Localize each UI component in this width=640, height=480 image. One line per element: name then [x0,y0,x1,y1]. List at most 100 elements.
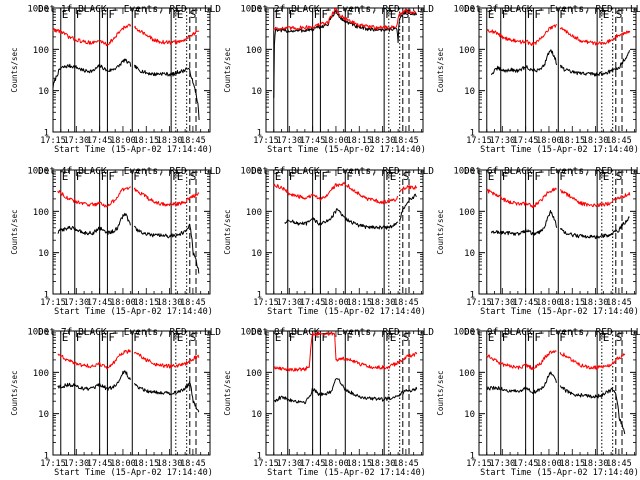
event-line-label: F [346,331,353,344]
y-axis-label: Counts/sec [436,370,445,415]
event-line-label: F [346,170,353,183]
panel-title: Det 6f BLACK = Events, RED = LLD [464,166,640,177]
y-axis-label: Counts/sec [436,47,445,92]
event-line-label: F [321,331,328,344]
y-tick-label: 1 [470,129,475,139]
y-tick-label: 1000 [240,5,262,15]
x-tick-label: 18:45 [606,459,632,469]
y-tick-label: 1000 [240,328,262,338]
dotted-line-label: E [603,331,610,344]
event-line-label: E [62,331,69,344]
y-tick-label: 100 [459,369,475,379]
event-line-label: F [314,331,321,344]
event-line-label: F [346,8,353,21]
dotted-line-label: E [390,331,397,344]
y-tick-label: 100 [459,208,475,218]
lld-series-line [57,349,200,370]
detector-panel-9: Det 9f BLACK = Events, RED = LLD 1 10 100 10… [436,327,640,478]
detector-panel-2: Det 2f BLACK = Events, RED = LLD 1 10 100 10… [223,4,434,155]
plot-frame [265,7,424,133]
x-tick-label: 17:45 [87,459,113,469]
dotted-line-label: E [177,331,184,344]
x-tick-label: 18:00 [536,459,562,469]
x-tick-label: 17:30 [490,298,516,308]
event-line-label: E [62,8,69,21]
y-tick-label: 1 [44,452,49,462]
dotted-line-label: E [390,170,397,183]
events-series-line [284,193,417,230]
event-line-label: E [275,170,282,183]
y-axis-label: Counts/sec [10,370,19,415]
y-tick-label: 100 [246,46,262,56]
y-axis-label: Counts/sec [223,209,232,254]
plot-frame [265,169,424,295]
panel-title: Det 3f BLACK = Events, RED = LLD [464,4,640,15]
event-line-label: E [275,331,282,344]
x-tick-label: 18:15 [133,298,159,308]
y-tick-label: 100 [33,369,49,379]
y-tick-label: 1 [470,452,475,462]
x-axis-label: Start Time (15-Apr-02 17:14:40) [54,468,213,478]
event-line-label: F [321,8,328,21]
lld-series-line [273,7,417,31]
x-tick-label: 18:30 [157,459,183,469]
event-line-label: F [385,331,392,344]
dotted-line-label: E [177,170,184,183]
event-line-label: F [289,331,296,344]
plot-frame [52,169,211,295]
x-tick-label: 18:00 [110,136,136,146]
x-tick-label: 18:30 [583,298,609,308]
x-tick-label: 17:30 [490,459,516,469]
y-tick-label: 100 [246,369,262,379]
panel-title: Det 4f BLACK = Events, RED = LLD [38,166,221,177]
x-tick-label: 18:00 [110,298,136,308]
y-axis-label: Counts/sec [223,47,232,92]
events-series-line [273,378,418,405]
x-tick-label: 17:45 [87,298,113,308]
x-tick-label: 18:15 [559,136,585,146]
x-tick-label: 18:15 [133,136,159,146]
y-tick-label: 100 [33,208,49,218]
y-tick-label: 10 [251,249,262,259]
event-line-label: F [101,8,108,21]
x-tick-label: 18:30 [583,459,609,469]
event-line-label: F [172,8,179,21]
x-tick-label: 18:15 [346,136,372,146]
event-line-label: F [502,170,509,183]
events-series-line [52,58,200,121]
x-tick-label: 17:15 [253,136,279,146]
y-tick-label: 1 [44,129,49,139]
x-tick-label: 18:15 [559,459,585,469]
event-line-label: E [488,331,495,344]
events-series-line [57,370,200,413]
event-line-label: F [289,8,296,21]
event-line-label: F [289,170,296,183]
y-tick-label: 10 [464,87,475,97]
y-tick-label: 10 [464,249,475,259]
event-line-label: F [559,170,566,183]
detector-panel-3: Det 3f BLACK = Events, RED = LLD 1 10 100 10… [436,4,640,155]
y-tick-label: 1000 [27,5,49,15]
detector-panel-1: Det 1f BLACK = Events, RED = LLD 1 10 100 10… [10,4,221,155]
panel-title: Det 2f BLACK = Events, RED = LLD [251,4,434,15]
panel-title: Det 7f BLACK = Events, RED = LLD [38,327,221,338]
panel-title: Det 9f BLACK = Events, RED = LLD [464,327,640,338]
events-series-line [490,210,630,240]
x-axis-label: Start Time (15-Apr-02 17:14:40) [480,468,639,478]
plot-frame [52,7,211,133]
x-tick-label: 18:45 [606,298,632,308]
x-tick-label: 18:15 [346,298,372,308]
x-tick-label: 18:00 [323,459,349,469]
y-tick-label: 10 [251,410,262,420]
y-tick-label: 1 [257,452,262,462]
x-tick-label: 18:45 [393,298,419,308]
x-tick-label: 18:30 [370,459,396,469]
event-line-label: F [108,170,115,183]
y-tick-label: 100 [246,208,262,218]
detector-panel-7: Det 7f BLACK = Events, RED = LLD 1 10 100 10… [10,327,221,478]
detector-panel-8: Det 8f BLACK = Events, RED = LLD 1 10 100 10… [223,327,434,478]
event-line-label: F [385,170,392,183]
x-axis-label: Start Time (15-Apr-02 17:14:40) [480,145,639,155]
event-line-label: F [133,8,140,21]
